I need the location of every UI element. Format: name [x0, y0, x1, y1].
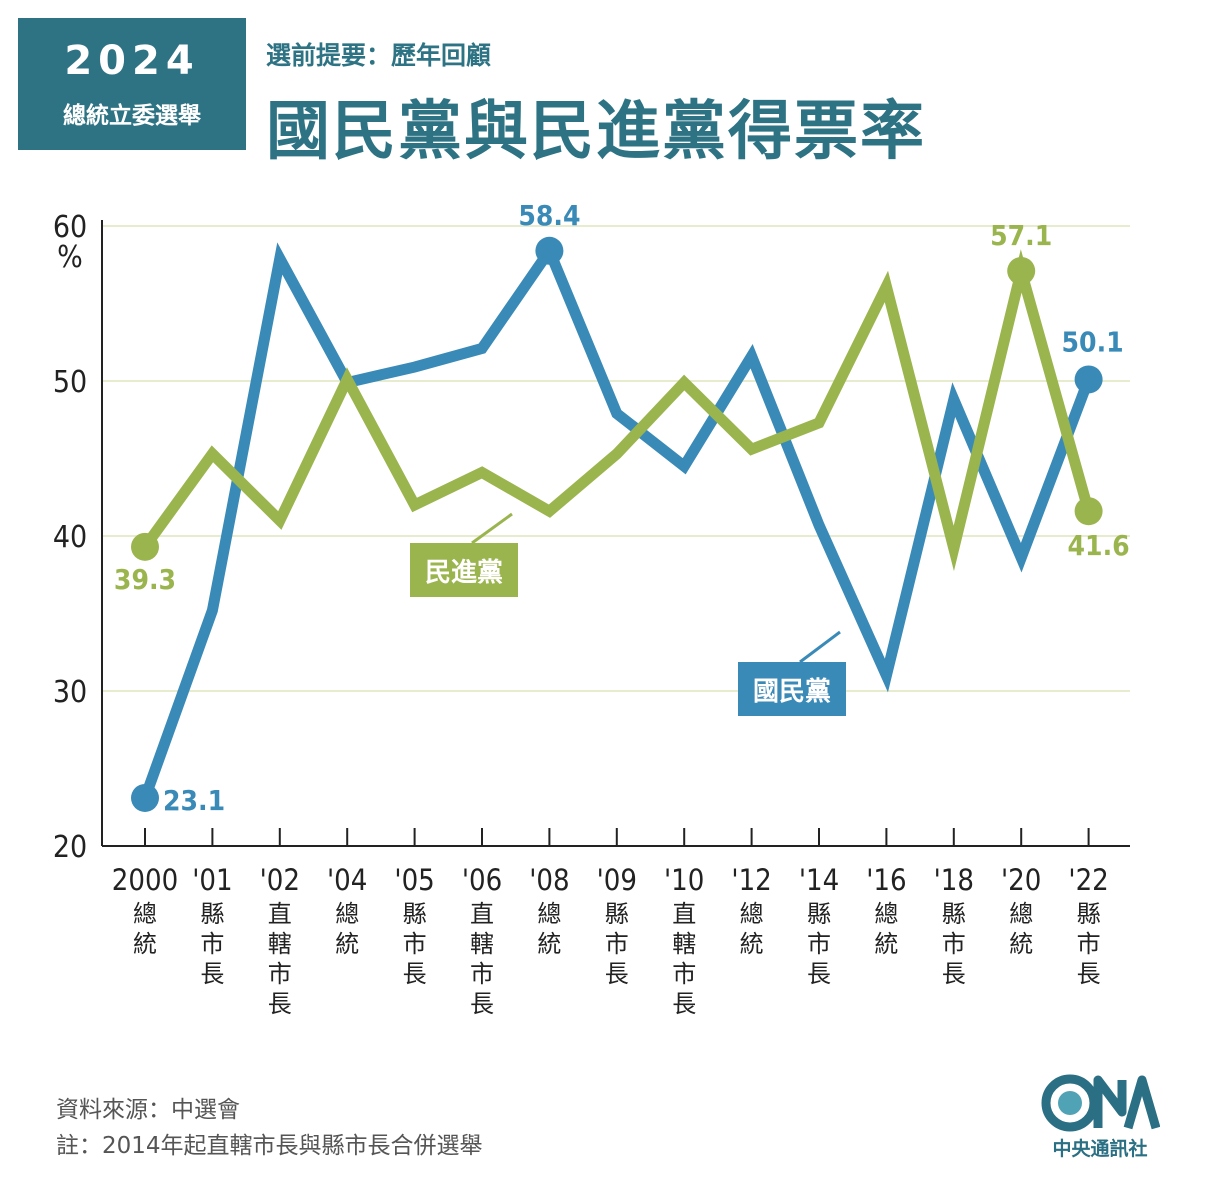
data-label: 50.1	[1062, 325, 1124, 358]
page-title: 國民黨與民進黨得票率	[266, 95, 926, 169]
data-point-marker	[535, 236, 564, 265]
x-category-type: 總統	[740, 900, 764, 958]
y-tick-label: 60	[53, 210, 87, 245]
x-category-type: 縣市長	[942, 900, 966, 988]
line-chart: 2030405060%2000總統'01縣市長'02直轄市長'04總統'05縣市…	[53, 199, 1130, 1018]
badge-subtitle: 總統立委選舉	[63, 103, 201, 129]
note-text: 註：2014年起直轄市長與縣市長合併選舉	[56, 1133, 483, 1159]
x-tick-label: '06	[462, 863, 502, 897]
cna-logo-text: 中央通訊社	[1052, 1138, 1148, 1160]
dpp-legend-box	[410, 543, 518, 597]
data-point-marker	[131, 532, 159, 561]
kmt-legend-box	[738, 662, 846, 716]
cna-logo-icon	[1041, 1074, 1161, 1132]
x-category-type: 總統	[537, 900, 561, 958]
x-tick-label: '02	[260, 863, 300, 897]
data-label: 58.4	[518, 199, 580, 232]
y-tick-label: 20	[53, 830, 87, 865]
x-category-type: 總統	[1009, 900, 1033, 958]
cna-logo: 中央通訊社	[1040, 1072, 1161, 1162]
dpp-legend-label: 民進黨	[425, 558, 503, 588]
data-point-marker	[1074, 497, 1103, 526]
x-tick-label: '20	[1001, 863, 1041, 897]
x-category-type: 總統	[874, 900, 898, 958]
kmt-series-line	[139, 239, 1094, 800]
source-text: 資料來源：中選會	[56, 1097, 240, 1123]
x-tick-label: '16	[866, 863, 906, 897]
x-tick-label: '09	[597, 863, 637, 897]
x-tick-label: '08	[529, 863, 569, 897]
page-subtitle: 選前提要：歷年回顧	[266, 41, 492, 70]
x-category-type: 縣市長	[200, 900, 224, 988]
x-category-type: 縣市長	[807, 900, 831, 988]
data-label: 39.3	[114, 563, 176, 596]
x-tick-label: '05	[394, 863, 434, 897]
x-category-type: 直轄市長	[268, 900, 292, 1018]
data-point-marker	[1007, 256, 1036, 285]
x-tick-label: 2000	[112, 863, 178, 897]
y-tick-label: 40	[53, 520, 87, 555]
election-badge: 2024 總統立委選舉	[18, 18, 246, 150]
x-category-type: 縣市長	[1077, 900, 1101, 988]
dpp-series-line	[140, 249, 1094, 572]
dpp-legend-pointer	[471, 512, 513, 545]
x-category-type: 縣市長	[605, 900, 629, 988]
data-point-marker	[1074, 365, 1103, 394]
x-category-type: 總統	[335, 900, 359, 958]
data-label: 57.1	[990, 219, 1052, 252]
x-category-type: 直轄市長	[672, 900, 696, 1018]
x-tick-label: '01	[192, 863, 232, 897]
x-tick-label: '04	[327, 863, 367, 897]
y-tick-label: 30	[53, 675, 87, 710]
kmt-legend-label: 國民黨	[753, 677, 831, 707]
y-unit-label: %	[57, 240, 83, 275]
x-category-type: 縣市長	[403, 900, 427, 988]
data-label: 41.6	[1068, 529, 1130, 562]
data-point-marker	[131, 783, 159, 812]
y-tick-label: 50	[53, 365, 87, 400]
badge-year: 2024	[64, 38, 200, 84]
x-tick-label: '12	[731, 863, 771, 897]
x-tick-label: '10	[664, 863, 704, 897]
x-tick-label: '14	[799, 863, 839, 897]
data-label: 23.1	[163, 784, 225, 817]
x-tick-label: '22	[1068, 863, 1108, 897]
x-category-type: 總統	[133, 900, 157, 958]
kmt-legend-pointer	[799, 630, 841, 664]
x-tick-label: '18	[934, 863, 974, 897]
x-category-type: 直轄市長	[470, 900, 494, 1018]
